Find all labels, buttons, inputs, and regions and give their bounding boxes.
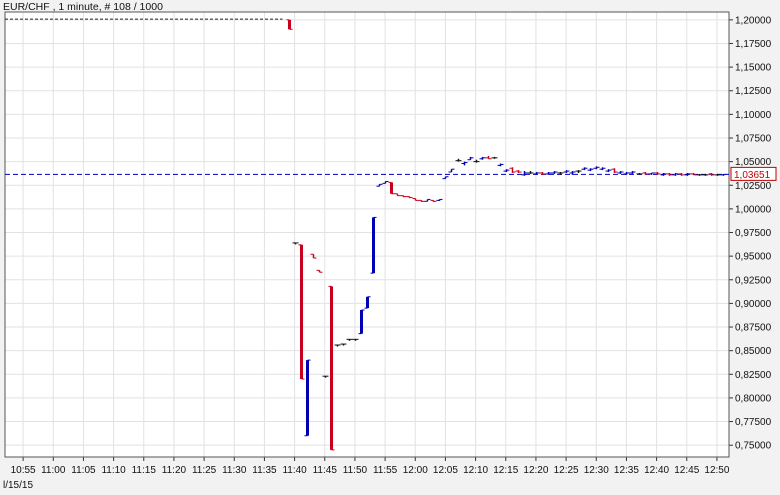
- x-tick-label: 11:20: [162, 465, 187, 476]
- x-tick-label: 11:35: [252, 465, 277, 476]
- date-label: l/15/15: [3, 480, 34, 491]
- plot-frame: [4, 11, 730, 458]
- y-tick-label: 1,17500: [735, 39, 772, 50]
- y-tick-label: 0,90000: [735, 299, 772, 310]
- x-tick-label: 12:30: [584, 465, 609, 476]
- y-tick-label: 1,10000: [735, 110, 772, 121]
- current-price-tag: [730, 166, 777, 181]
- y-tick-label: 0,80000: [735, 393, 772, 404]
- y-tick-label: 1,07500: [735, 133, 772, 144]
- x-tick-label: 12:00: [403, 465, 428, 476]
- y-tick-label: 0,85000: [735, 346, 772, 357]
- y-tick-label: 1,00000: [735, 204, 772, 215]
- x-tick-label: 11:15: [132, 465, 157, 476]
- x-tick-label: 11:55: [373, 465, 398, 476]
- y-tick-label: 0,87500: [735, 323, 772, 334]
- current-price-label: 1,03651: [734, 170, 771, 181]
- x-tick-label: 11:25: [192, 465, 217, 476]
- chart-title: EUR/CHF , 1 minute, # 108 / 1000: [3, 1, 163, 13]
- x-tick-label: 12:15: [493, 465, 518, 476]
- y-tick-label: 1,15000: [735, 63, 772, 74]
- y-tick-label: 0,77500: [735, 417, 772, 428]
- y-tick-label: 1,20000: [735, 15, 772, 26]
- y-tick-label: 1,02500: [735, 181, 772, 192]
- y-tick-label: 0,95000: [735, 252, 772, 263]
- x-tick-label: 11:00: [41, 465, 66, 476]
- y-tick-label: 1,12500: [735, 86, 772, 97]
- x-tick-label: 12:35: [614, 465, 639, 476]
- x-tick-label: 11:30: [222, 465, 247, 476]
- x-tick-label: 12:40: [644, 465, 669, 476]
- x-tick-label: 12:10: [463, 465, 488, 476]
- y-tick-label: 0,97500: [735, 228, 772, 239]
- x-tick-label: 11:45: [313, 465, 338, 476]
- y-tick-label: 0,92500: [735, 275, 772, 286]
- y-tick-label: 0,75000: [735, 441, 772, 452]
- x-tick-label: 11:05: [71, 465, 96, 476]
- x-tick-label: 12:25: [554, 465, 579, 476]
- y-tick-label: 0,82500: [735, 370, 772, 381]
- x-tick-label: 11:50: [343, 465, 368, 476]
- x-tick-label: 12:20: [523, 465, 548, 476]
- x-tick-label: 11:40: [282, 465, 307, 476]
- plot-area: [5, 12, 729, 457]
- x-tick-label: 12:45: [674, 465, 699, 476]
- x-tick-label: 12:05: [433, 465, 458, 476]
- x-tick-label: 10:55: [11, 465, 36, 476]
- y-tick-label: 1,05000: [735, 157, 772, 168]
- x-tick-label: 11:10: [101, 465, 126, 476]
- x-tick-label: 12:50: [704, 465, 729, 476]
